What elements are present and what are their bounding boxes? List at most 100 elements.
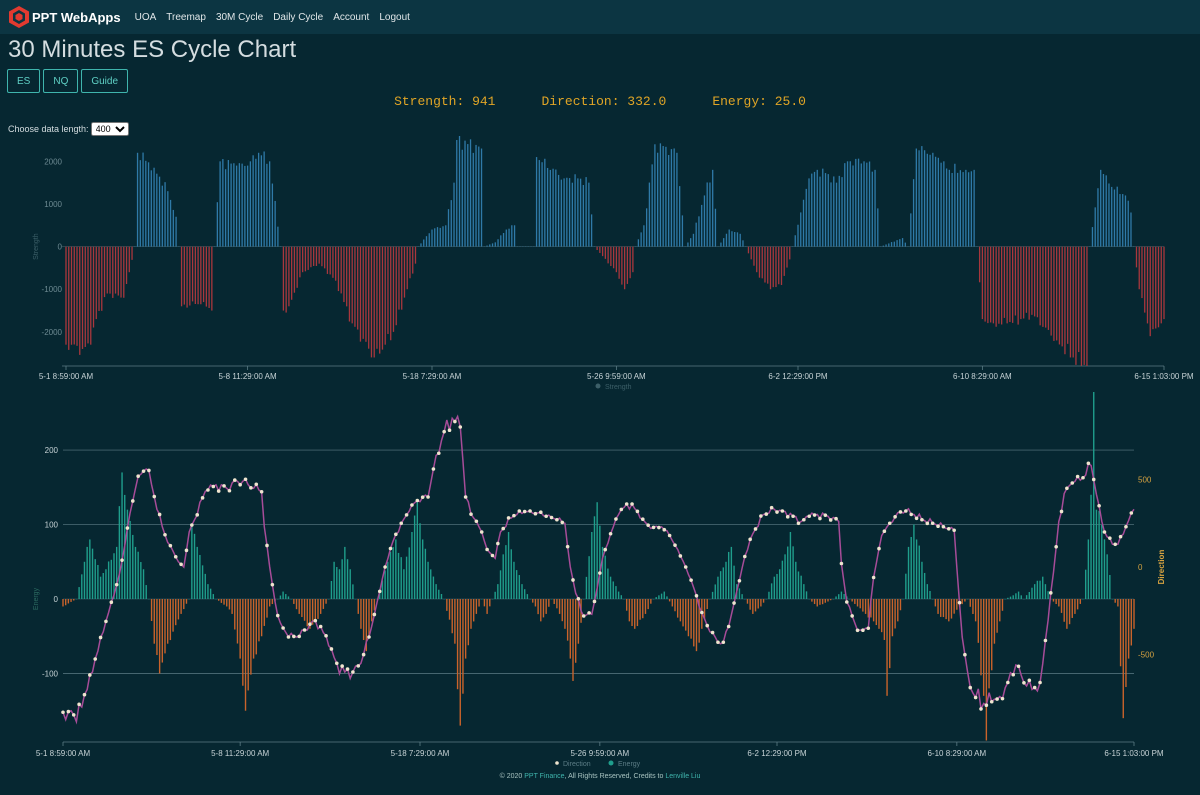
direction-point <box>598 571 602 575</box>
energy-bar <box>421 539 424 600</box>
direction-point <box>184 548 189 553</box>
energy-bar <box>451 599 453 634</box>
energy-bar <box>62 599 64 607</box>
direction-point <box>512 513 516 518</box>
energy-bar <box>454 599 456 644</box>
strength-bar <box>412 246 414 274</box>
y-tick-label: 1000 <box>44 200 62 209</box>
strength-bar <box>901 238 904 247</box>
strength-bar <box>1149 246 1151 337</box>
strength-bar <box>800 212 802 247</box>
energy-bar <box>899 599 902 611</box>
direction-point <box>163 532 167 537</box>
energy-bar <box>894 599 896 629</box>
energy-bar <box>969 599 971 607</box>
nav-uoa[interactable]: UOA <box>134 11 157 23</box>
data-length-label: Choose data length: <box>8 124 89 134</box>
energy-bar <box>574 599 577 663</box>
energy-bar <box>872 599 875 622</box>
energy-bar <box>628 599 631 622</box>
energy-bar <box>781 560 784 600</box>
direction-point <box>1006 680 1010 685</box>
strength-bar <box>612 246 615 269</box>
strength-bar <box>351 246 353 324</box>
nav-30m-cycle[interactable]: 30M Cycle <box>215 11 264 23</box>
nav-account[interactable]: Account <box>333 11 370 23</box>
strength-bar <box>120 246 122 298</box>
strength-bar <box>340 246 342 294</box>
energy-bar <box>301 599 303 618</box>
energy-bar <box>725 561 727 600</box>
energy-bar <box>403 569 405 600</box>
energy-bar <box>674 599 676 612</box>
direction-point <box>1016 664 1021 669</box>
direction-point <box>329 647 334 651</box>
strength-bar <box>1028 246 1030 320</box>
strength-bar <box>954 163 956 247</box>
direction-point <box>930 521 935 526</box>
direction-point <box>361 652 366 657</box>
energy-bar <box>169 599 172 641</box>
energy-bar <box>518 575 521 600</box>
strength-bar <box>1064 246 1066 355</box>
strength-bar <box>255 158 257 247</box>
direction-point <box>1065 486 1069 491</box>
strength-bar <box>469 139 472 247</box>
direction-point <box>232 478 237 482</box>
energy-bar <box>73 599 75 601</box>
direction-point <box>238 482 242 487</box>
energy-bar <box>719 571 722 600</box>
legend-strength-label: Strength <box>605 384 632 391</box>
direction-point <box>479 530 484 534</box>
direction-point <box>700 610 704 615</box>
energy-bar <box>1079 599 1082 604</box>
energy-bar <box>754 599 757 612</box>
nav-logout[interactable]: Logout <box>379 11 410 23</box>
direction-point <box>973 695 978 700</box>
strength-bar <box>805 188 807 247</box>
strength-bar <box>673 148 675 247</box>
direction-point <box>764 512 769 516</box>
energy-bar <box>711 591 714 600</box>
energy-bar <box>247 599 249 691</box>
nav-daily-cycle[interactable]: Daily Cycle <box>273 11 324 23</box>
energy-bar <box>311 599 314 625</box>
strength-bar <box>390 246 392 341</box>
energy-bar <box>813 599 816 604</box>
strength-bar <box>362 246 364 339</box>
guide-button[interactable]: Guide <box>81 69 129 93</box>
strength-bar <box>863 161 865 247</box>
footer-author-link[interactable]: Lenville Liu <box>665 773 701 780</box>
energy-bar <box>1074 599 1076 614</box>
strength-bar <box>296 246 298 288</box>
energy-bar <box>591 532 593 600</box>
strength-bar <box>838 175 840 247</box>
strength-bar <box>1020 246 1022 320</box>
es-button[interactable]: ES <box>7 69 41 93</box>
brand[interactable]: PPT WebApps <box>8 5 121 29</box>
energy-bar <box>250 599 252 675</box>
strength-bar <box>643 225 645 247</box>
strength-bar <box>266 163 268 247</box>
direction-point <box>506 516 511 520</box>
data-length-select[interactable]: 400 <box>90 122 129 136</box>
energy-bar <box>1047 591 1049 600</box>
strength-bar <box>142 152 144 247</box>
nq-button[interactable]: NQ <box>43 69 79 93</box>
direction-point <box>222 484 226 488</box>
strength-bar <box>1100 169 1102 247</box>
strength-bar <box>128 246 130 273</box>
strength-bar <box>357 246 359 330</box>
direction-point <box>549 515 554 520</box>
direction-point <box>1097 503 1101 508</box>
strength-bar <box>588 182 590 247</box>
strength-bar <box>167 191 169 247</box>
footer-company-link[interactable]: PPT Finance <box>524 773 565 780</box>
energy-bar <box>816 599 818 607</box>
energy-bar <box>698 599 700 643</box>
strength-bar <box>464 140 466 247</box>
nav-treemap[interactable]: Treemap <box>166 11 206 23</box>
energy-bar <box>1020 595 1022 600</box>
direction-point <box>152 494 157 499</box>
strength-bar <box>222 159 224 247</box>
